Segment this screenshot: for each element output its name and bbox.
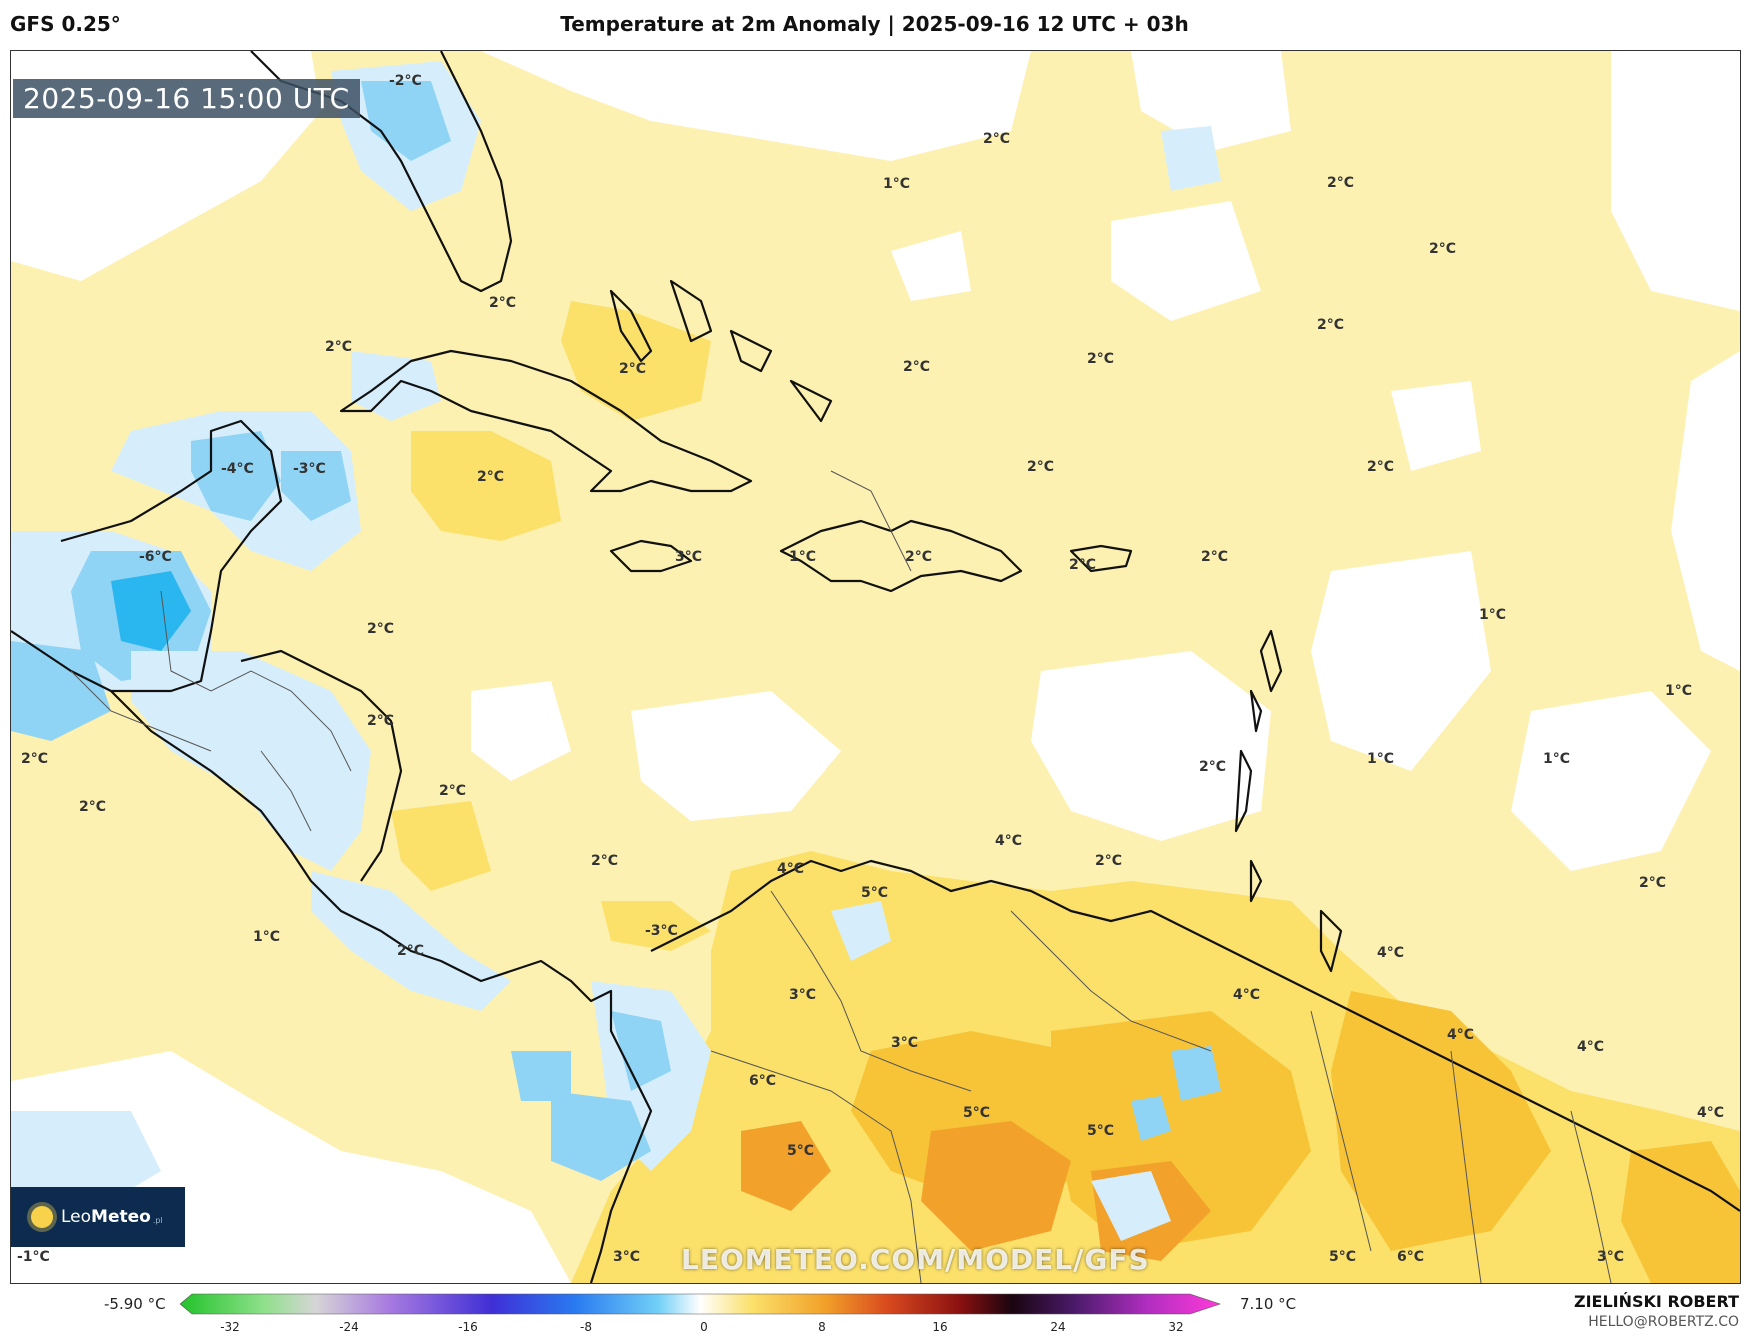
- temp-label: -3°C: [645, 923, 678, 939]
- temp-label: 5°C: [787, 1143, 815, 1159]
- temp-label: 2°C: [1317, 317, 1345, 333]
- temp-label: 2°C: [591, 853, 619, 869]
- temp-label: 1°C: [1479, 607, 1507, 623]
- colorbar-tick: -8: [580, 1320, 592, 1334]
- temp-label: 3°C: [891, 1035, 919, 1051]
- temp-label: -4°C: [221, 461, 254, 477]
- temp-label: 2°C: [397, 943, 425, 959]
- temp-label: 2°C: [1199, 759, 1227, 775]
- temp-label: 4°C: [1377, 945, 1405, 961]
- temp-label: 2°C: [79, 799, 107, 815]
- temp-label: 2°C: [983, 131, 1011, 147]
- temp-label: 1°C: [883, 176, 911, 192]
- colorbar-tick: 32: [1168, 1320, 1184, 1334]
- temp-label: 2°C: [1429, 241, 1457, 257]
- temp-label: 2°C: [1069, 557, 1097, 573]
- temp-label: 5°C: [861, 885, 889, 901]
- temp-label: 2°C: [325, 339, 353, 355]
- temp-label: 2°C: [367, 621, 395, 637]
- temp-label: 2°C: [1201, 549, 1229, 565]
- temp-label: 2°C: [489, 295, 517, 311]
- temp-label: 4°C: [1577, 1039, 1605, 1055]
- temp-label: 2°C: [619, 361, 647, 377]
- temp-label: 2°C: [903, 359, 931, 375]
- colorbar-tick: 0: [700, 1320, 708, 1334]
- temp-label: 2°C: [1367, 459, 1395, 475]
- colorbar-tick: 16: [932, 1320, 948, 1334]
- colorbar-tick: -32: [220, 1320, 240, 1334]
- author-name: ZIELIŃSKI ROBERT: [1573, 1292, 1739, 1311]
- temp-label: 3°C: [789, 987, 817, 1003]
- colorbar-max-label: 7.10 °C: [1240, 1295, 1297, 1313]
- temp-label: 3°C: [1597, 1249, 1625, 1265]
- temp-label: 6°C: [1397, 1249, 1425, 1265]
- temp-label: 4°C: [777, 861, 805, 877]
- map-title: Temperature at 2m Anomaly | 2025-09-16 1…: [560, 12, 1189, 36]
- temp-label: 2°C: [1027, 459, 1055, 475]
- colorbar-min-label: -5.90 °C: [104, 1295, 166, 1313]
- sun-icon: [31, 1206, 53, 1228]
- model-name: GFS 0.25°: [10, 12, 121, 36]
- temp-label: 1°C: [789, 549, 817, 565]
- temp-label: 1°C: [1665, 683, 1693, 699]
- temp-label: 2°C: [1639, 875, 1667, 891]
- temp-label: 1°C: [1367, 751, 1395, 767]
- temp-label: 4°C: [1233, 987, 1261, 1003]
- temp-label: -1°C: [17, 1249, 50, 1265]
- colorbar-tick: -16: [458, 1320, 478, 1334]
- temp-label: 1°C: [253, 929, 281, 945]
- colorbar-tick: -24: [339, 1320, 359, 1334]
- author-email[interactable]: HELLO@ROBERTZ.CO: [1588, 1314, 1739, 1330]
- colorbar-tick: 8: [818, 1320, 826, 1334]
- temp-label: 5°C: [963, 1105, 991, 1121]
- temp-label: 4°C: [1697, 1105, 1725, 1121]
- temp-label: 2°C: [477, 469, 505, 485]
- temp-label: 1°C: [1543, 751, 1571, 767]
- temp-label: -2°C: [389, 73, 422, 89]
- map-frame[interactable]: 2025-09-16 15:00 UTC -2°C 2°C 1°C 2°C 2°…: [10, 50, 1741, 1284]
- temp-label: -6°C: [139, 549, 172, 565]
- temp-label: 2°C: [21, 751, 49, 767]
- temp-label: 3°C: [613, 1249, 641, 1265]
- temp-label: 5°C: [1329, 1249, 1357, 1265]
- colorbar: -5.90 °C -32 -24: [0, 1290, 1749, 1338]
- anomaly-map[interactable]: [11, 51, 1740, 1283]
- temp-label: 4°C: [1447, 1027, 1475, 1043]
- timestamp-badge: 2025-09-16 15:00 UTC: [13, 79, 360, 118]
- temp-label: 2°C: [905, 549, 933, 565]
- temp-label: 2°C: [1327, 175, 1355, 191]
- temp-label: 4°C: [995, 833, 1023, 849]
- header: GFS 0.25° Temperature at 2m Anomaly | 20…: [0, 0, 1749, 50]
- temp-label: 2°C: [1087, 351, 1115, 367]
- colorbar-gradient: [180, 1293, 1221, 1315]
- colorbar-tick: 24: [1050, 1320, 1066, 1334]
- temp-label: 2°C: [367, 713, 395, 729]
- watermark-url: LEOMETEO.COM/MODEL/GFS: [681, 1243, 1150, 1276]
- temp-label: 5°C: [1087, 1123, 1115, 1139]
- logo-suffix: .pl: [152, 1215, 163, 1225]
- logo-text: LeoMeteo: [61, 1207, 151, 1227]
- temp-label: 2°C: [439, 783, 467, 799]
- temp-label: 3°C: [675, 549, 703, 565]
- temp-label: 2°C: [1095, 853, 1123, 869]
- temp-label: 6°C: [749, 1073, 777, 1089]
- leometeo-logo[interactable]: LeoMeteo .pl: [11, 1187, 185, 1247]
- temp-label: -3°C: [293, 461, 326, 477]
